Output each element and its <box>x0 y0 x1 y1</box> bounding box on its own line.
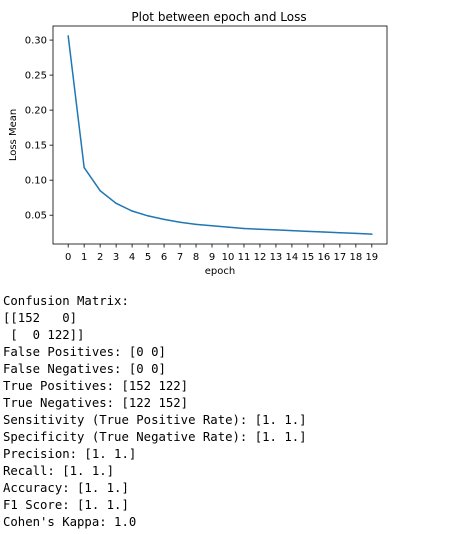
loss-data-point <box>371 233 373 235</box>
loss-data-point <box>195 223 197 226</box>
x-tick-label: 9 <box>209 252 215 263</box>
output-line: True Negatives: [122 152] <box>3 396 189 410</box>
x-tick-label: 16 <box>318 252 331 263</box>
x-tick-label: 10 <box>222 252 235 263</box>
loss-data-point <box>163 218 165 221</box>
loss-data-point <box>131 210 133 212</box>
output-line: Cohen's Kappa: 1.0 <box>3 515 137 529</box>
output-line: Sensitivity (True Positive Rate): [1. 1.… <box>3 413 307 427</box>
loss-data-point <box>83 166 85 169</box>
x-tick-label: 14 <box>286 252 299 263</box>
loss-data-point <box>147 215 149 217</box>
output-line: Recall: [1. 1.] <box>3 464 115 478</box>
output-line: Accuracy: [1. 1.] <box>3 481 129 495</box>
y-tick-label: 0.20 <box>25 106 47 117</box>
loss-data-point <box>323 231 325 233</box>
output-line: True Positives: [152 122] <box>3 379 189 393</box>
loss-data-point <box>339 231 341 234</box>
loss-data-point <box>275 229 277 231</box>
loss-series-line <box>67 35 372 235</box>
plot-area <box>52 25 388 245</box>
x-axis-label: epoch <box>205 266 235 277</box>
x-tick-label: 8 <box>193 252 199 263</box>
output-line: Confusion Matrix: <box>3 294 129 308</box>
x-tick-label: 15 <box>302 252 315 263</box>
x-tick-label: 4 <box>129 252 135 263</box>
y-tick-label: 0.05 <box>25 211 47 222</box>
loss-data-point <box>115 202 117 205</box>
output-line: False Negatives: [0 0] <box>3 362 166 376</box>
x-tick-label: 12 <box>254 252 267 263</box>
x-tick-label: 6 <box>161 252 167 263</box>
loss-data-point <box>99 189 101 192</box>
x-tick-label: 5 <box>145 252 151 263</box>
y-tick-label: 0.15 <box>25 141 47 152</box>
x-tick-label: 18 <box>349 252 362 263</box>
y-axis-label: Loss Mean <box>8 109 19 161</box>
x-tick-label: 19 <box>365 252 378 263</box>
loss-data-point <box>67 35 69 37</box>
loss-chart: Plot between epoch and Loss 0.05 0.10 0.15… <box>8 10 388 277</box>
output-line: Precision: [1. 1.] <box>3 447 137 461</box>
y-tick-label: 0.30 <box>25 36 47 47</box>
x-axis-ticks: 0 1 2 3 4 5 6 7 8 9 10 11 12 13 14 15 16 17 18 19 <box>65 244 378 263</box>
output-line: False Positives: [0 0] <box>3 345 166 359</box>
output-line: F1 Score: [1. 1.] <box>3 498 129 512</box>
loss-data-point <box>259 228 261 230</box>
loss-data-point <box>243 227 245 230</box>
loss-series-points <box>67 35 373 235</box>
x-tick-label: 1 <box>81 252 87 263</box>
x-tick-label: 0 <box>65 252 71 263</box>
y-axis-ticks: 0.05 0.10 0.15 0.20 0.25 0.30 <box>25 36 53 222</box>
y-tick-label: 0.10 <box>25 176 47 187</box>
loss-data-point <box>355 232 357 235</box>
x-tick-label: 11 <box>238 252 251 263</box>
loss-data-point <box>307 230 309 233</box>
x-tick-label: 7 <box>177 252 183 263</box>
metrics-output: Confusion Matrix: [[152 0] [ 0 122]] False… <box>3 293 307 531</box>
x-tick-label: 13 <box>270 252 283 263</box>
y-tick-label: 0.25 <box>25 71 47 82</box>
output-line: [[152 0] <box>3 311 78 325</box>
output-line: Specificity (True Negative Rate): [1. 1.… <box>3 430 307 444</box>
x-tick-label: 3 <box>113 252 119 263</box>
output-line: [ 0 122]] <box>3 328 85 342</box>
x-tick-label: 2 <box>97 252 103 263</box>
chart-title: Plot between epoch and Loss <box>131 10 306 24</box>
loss-data-point <box>211 224 213 227</box>
loss-data-point <box>291 229 293 232</box>
loss-data-point <box>179 221 181 223</box>
x-tick-label: 17 <box>333 252 346 263</box>
loss-data-point <box>227 226 229 228</box>
